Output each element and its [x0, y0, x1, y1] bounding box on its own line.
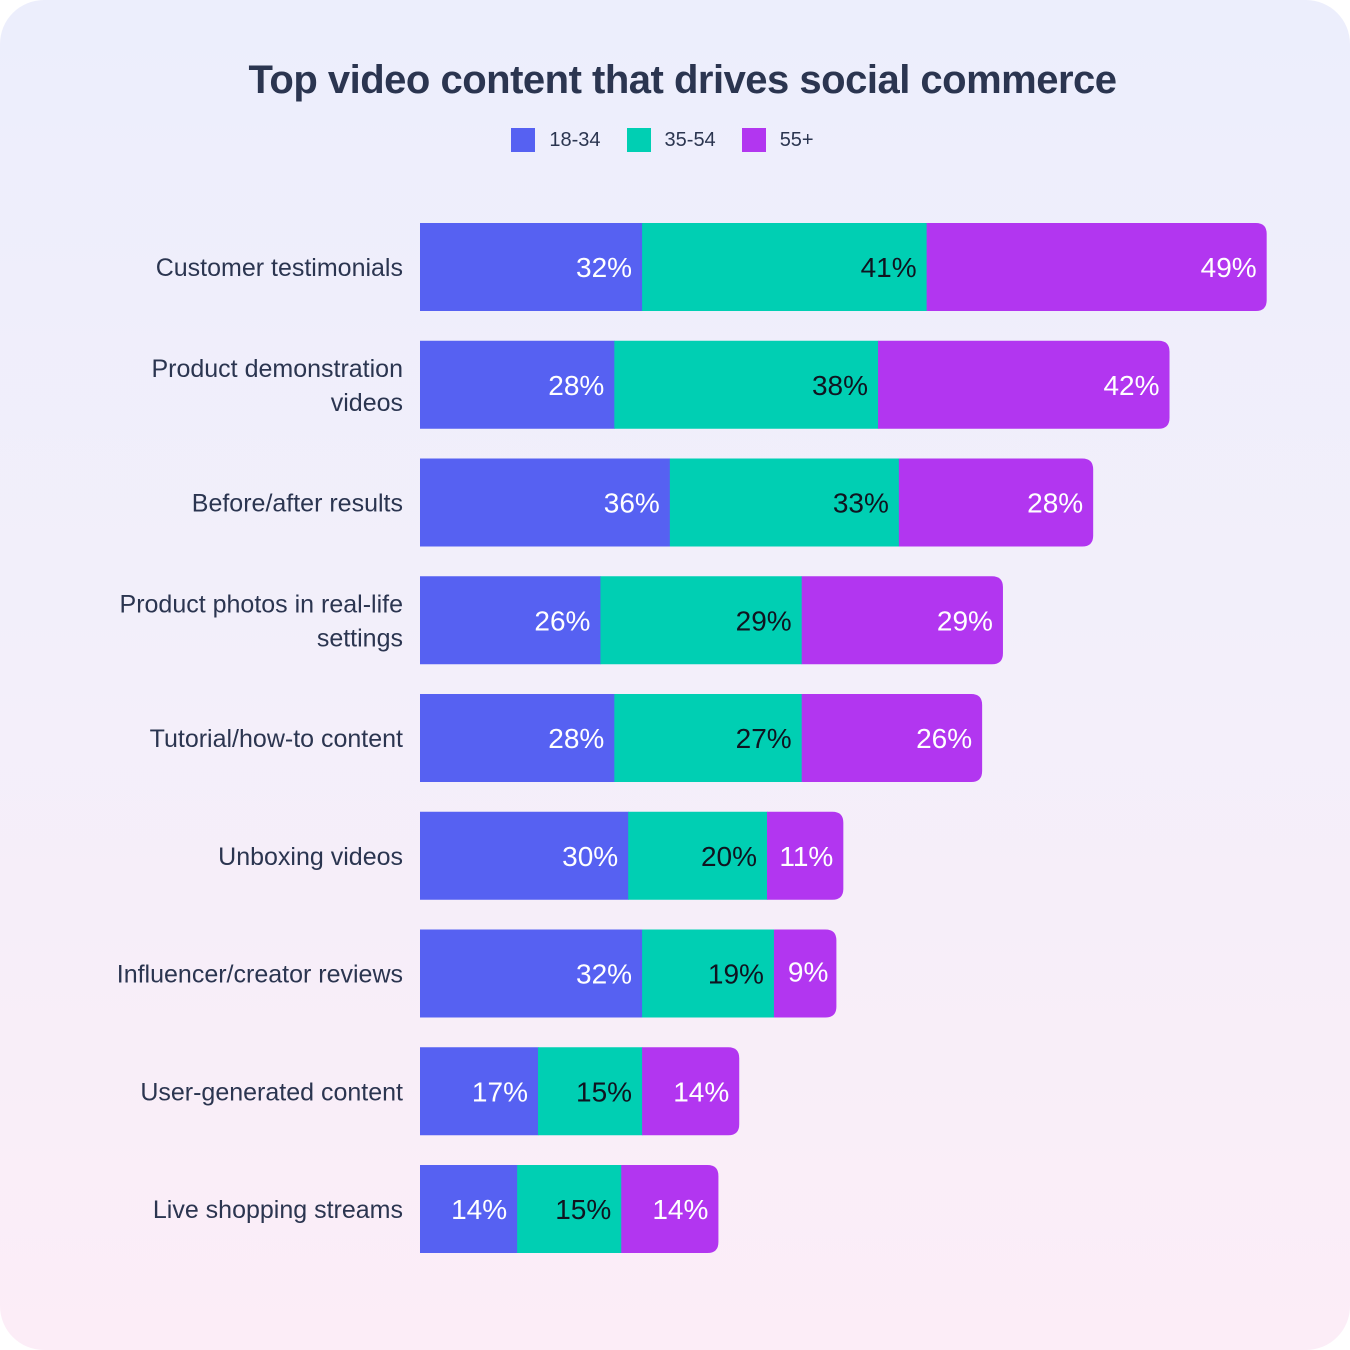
value-label: 14% [673, 1076, 729, 1107]
bar-segment-18-34 [420, 929, 643, 1018]
value-label: 49% [1201, 252, 1257, 283]
value-label: 19% [708, 959, 764, 990]
value-label: 15% [576, 1076, 632, 1107]
legend: 18-34 35-54 55+ [0, 128, 1325, 152]
category-label: Before/after results [192, 490, 403, 518]
bar-row: Unboxing videos 30% 20% 11% [218, 811, 844, 900]
category-label: Customer testimonials [156, 254, 403, 282]
value-label: 26% [916, 723, 972, 754]
value-label: 32% [576, 252, 632, 283]
bar-segment-35-54 [537, 1047, 643, 1136]
value-label: 41% [861, 252, 917, 283]
bar-segment-35-54 [614, 340, 879, 429]
bar-segment-55+ [898, 458, 1094, 547]
bar-row: Product photos in real-life settings 26% 29… [120, 576, 1003, 665]
legend-label: 55+ [779, 128, 814, 151]
legend-swatch [741, 128, 766, 152]
bar-segment-18-34 [420, 694, 615, 782]
category-label: Product photos in real-life settings [120, 590, 403, 652]
bar-segment-18-34 [420, 223, 643, 311]
bar-segment-55+ [926, 223, 1267, 311]
legend-swatch [511, 128, 536, 152]
category-label: User-generated content [140, 1078, 403, 1106]
value-label: 26% [534, 605, 590, 636]
value-label: 17% [472, 1076, 528, 1107]
value-label: 30% [562, 841, 618, 872]
bar-segment-55+ [621, 1165, 719, 1253]
bar-row: User-generated content 17% 15% 14% [140, 1047, 740, 1136]
value-label: 42% [1103, 370, 1159, 401]
bar-segment-55+ [878, 340, 1170, 429]
value-label: 29% [937, 605, 993, 636]
bar-segment-35-54 [600, 576, 803, 665]
bar-segment-55+ [773, 929, 837, 1018]
bar-row: Live shopping streams 14% 15% 14% [153, 1165, 719, 1253]
value-label: 20% [701, 841, 757, 872]
bar-segment-18-34 [420, 576, 601, 665]
bar-segment-35-54 [642, 929, 775, 1018]
bar-segment-35-54 [669, 458, 900, 547]
value-label: 9% [788, 957, 828, 988]
bar-segment-35-54 [628, 811, 768, 900]
value-label: 29% [736, 605, 792, 636]
bar-row: Customer testimonials 32% 41% 49% [156, 223, 1267, 311]
category-label: Tutorial/how-to content [150, 725, 403, 753]
bar-segment-18-34 [420, 811, 629, 900]
bar-segment-55+ [801, 694, 983, 782]
bar-segment-18-34 [420, 1165, 518, 1253]
bar-segment-18-34 [420, 340, 615, 429]
value-label: 36% [604, 488, 660, 519]
value-label: 14% [451, 1194, 507, 1225]
value-label: 32% [576, 959, 632, 990]
value-label: 11% [779, 841, 833, 872]
bar-row: Influencer/creator reviews 32% 19% 9% [117, 929, 837, 1018]
bar-row: Product demonstration videos 28% 38% 42% [151, 340, 1170, 429]
bar-segment-35-54 [517, 1165, 622, 1253]
legend-swatch [626, 128, 651, 152]
category-label: Live shopping streams [153, 1196, 403, 1224]
bar-segment-55+ [642, 1047, 740, 1136]
bar-segment-35-54 [642, 223, 928, 311]
value-label: 33% [833, 488, 889, 519]
bar-segment-18-34 [420, 458, 671, 547]
value-label: 38% [812, 370, 868, 401]
bar-segment-18-34 [420, 1047, 539, 1136]
legend-item-35-54: 35-54 [626, 128, 716, 152]
legend-label: 35-54 [664, 128, 716, 151]
value-label: 28% [548, 723, 604, 754]
bar-segment-55+ [801, 576, 1003, 665]
value-label: 28% [548, 370, 604, 401]
value-label: 15% [555, 1194, 611, 1225]
legend-label: 18-34 [549, 128, 601, 151]
value-label: 14% [652, 1194, 708, 1225]
chart-title: Top video content that drives social com… [248, 58, 1117, 102]
category-label: Product demonstration videos [151, 355, 403, 417]
legend-item-18-34: 18-34 [511, 128, 601, 152]
bar-segment-35-54 [614, 694, 803, 782]
category-label: Influencer/creator reviews [117, 961, 403, 989]
category-label: Unboxing videos [218, 843, 403, 871]
bar-row: Before/after results 36% 33% 28% [192, 458, 1094, 547]
legend-item-55+: 55+ [741, 128, 814, 152]
value-label: 27% [736, 723, 792, 754]
bar-row: Tutorial/how-to content 28% 27% 26% [150, 694, 983, 782]
bar-segment-55+ [767, 811, 844, 900]
value-label: 28% [1027, 488, 1083, 519]
